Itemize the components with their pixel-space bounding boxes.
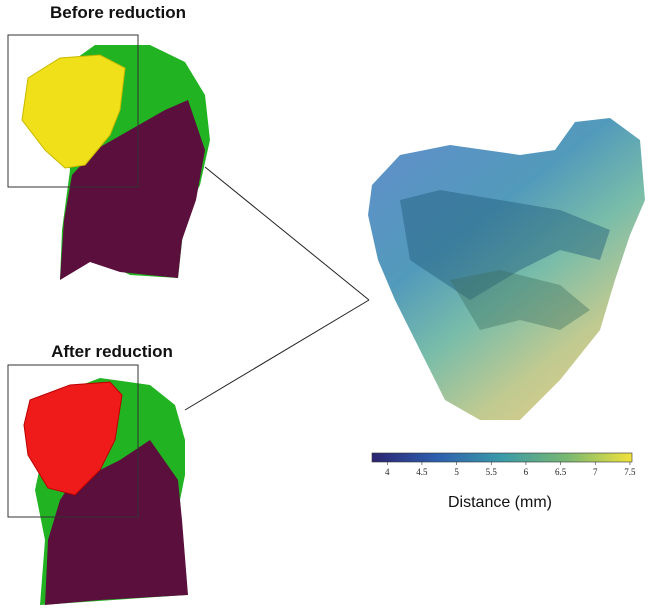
connector: [185, 300, 369, 410]
tick-label: 5.5: [486, 467, 498, 477]
bone-before: [22, 45, 210, 280]
tick-label: 6: [524, 467, 529, 477]
figure: Before reduction After reduction 4 4.5 5 5.…: [0, 0, 655, 609]
panel-title: Before reduction: [50, 3, 186, 22]
tick-label: 6.5: [555, 467, 567, 477]
tick-label: 5: [454, 467, 459, 477]
tick-label: 4.5: [416, 467, 428, 477]
connector: [205, 167, 369, 300]
bone-after: [24, 378, 188, 605]
tick-label: 7.5: [624, 467, 636, 477]
panel-title: After reduction: [51, 342, 173, 361]
tick-label: 7: [593, 467, 598, 477]
tick-label: 4: [385, 467, 390, 477]
colorbar-label: Distance (mm): [448, 494, 552, 511]
colorbar-bar: [372, 453, 632, 462]
colorbar: 4 4.5 5 5.5 6 6.5 7 7.5: [372, 453, 636, 477]
distance-map: [368, 118, 645, 420]
